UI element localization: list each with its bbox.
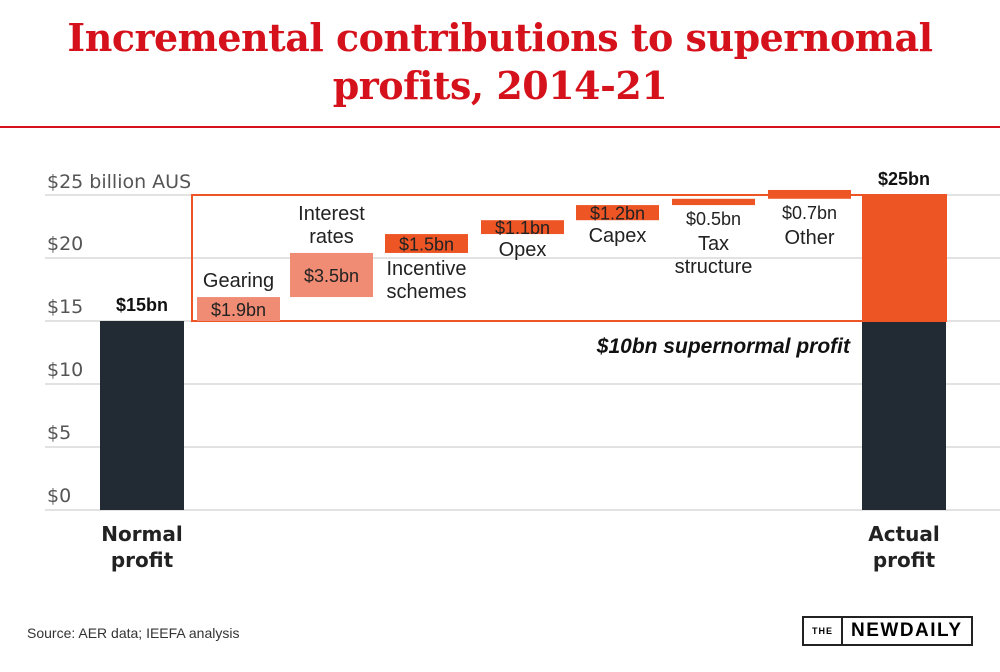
logo-name: NEWDAILY xyxy=(851,620,963,641)
step-bar-capex xyxy=(576,205,659,221)
y-tick-label: $20 xyxy=(47,233,83,255)
actual-profit-base-bar xyxy=(862,321,946,510)
step-value-label: $3.5bn xyxy=(304,266,359,286)
step-category-label: Gearing xyxy=(203,270,274,292)
y-tick-label: $5 xyxy=(47,422,71,444)
step-value-label: $1.2bn xyxy=(590,204,645,224)
step-bar-incentive-schemes xyxy=(385,234,468,253)
actual-profit-label: profit xyxy=(873,548,936,572)
y-tick-label: $10 xyxy=(47,359,83,381)
step-category-label: Incentive xyxy=(386,258,466,280)
step-category-label: rates xyxy=(309,226,353,248)
source-note: Source: AER data; IEEFA analysis xyxy=(27,625,240,641)
step-category-label: Other xyxy=(784,227,834,249)
step-value-label: $1.1bn xyxy=(495,218,550,238)
waterfall-chart: $0$5$10$15$20$25 billion AUS$15bnNormalp… xyxy=(45,169,1000,572)
supernormal-annotation: $10bn supernormal profit xyxy=(596,335,851,358)
normal-profit-value: $15bn xyxy=(116,295,168,315)
step-category-label: Interest xyxy=(298,203,365,225)
logo-the: THE xyxy=(804,618,843,644)
normal-profit-bar xyxy=(100,321,184,510)
supernormal-box xyxy=(191,194,947,322)
y-tick-label: $0 xyxy=(47,485,71,507)
step-bar-opex xyxy=(481,220,564,235)
chart-title: Incremental contributions to supernomal … xyxy=(0,14,1000,110)
title-line-1: Incremental contributions to supernomal xyxy=(67,15,933,60)
step-category-label: Capex xyxy=(589,225,647,247)
step-bar-gearing xyxy=(197,297,280,321)
step-category-label: Opex xyxy=(499,239,547,261)
actual-profit-label: Actual xyxy=(868,522,939,546)
step-value-label: $0.7bn xyxy=(782,203,837,223)
title-divider xyxy=(0,126,1000,128)
step-category-label: Tax xyxy=(698,233,729,255)
actual-profit-supernormal-bar xyxy=(862,195,946,321)
step-bar-other xyxy=(768,189,851,199)
y-unit-label: $25 billion AUS xyxy=(47,171,191,193)
normal-profit-label: profit xyxy=(111,548,174,572)
step-value-label: $1.9bn xyxy=(211,300,266,320)
step-bar-interest-rates xyxy=(290,252,373,298)
step-bar-tax-structure xyxy=(672,198,755,206)
title-line-2: profits, 2014-21 xyxy=(332,63,668,108)
y-tick-label: $15 xyxy=(47,296,83,318)
step-category-label: structure xyxy=(675,256,753,278)
newdaily-logo: THE NEWDAILY xyxy=(802,616,973,646)
step-category-label: schemes xyxy=(386,281,466,303)
normal-profit-label: Normal xyxy=(101,522,183,546)
step-value-label: $1.5bn xyxy=(399,235,454,255)
actual-profit-value: $25bn xyxy=(878,169,930,189)
step-value-label: $0.5bn xyxy=(686,209,741,229)
